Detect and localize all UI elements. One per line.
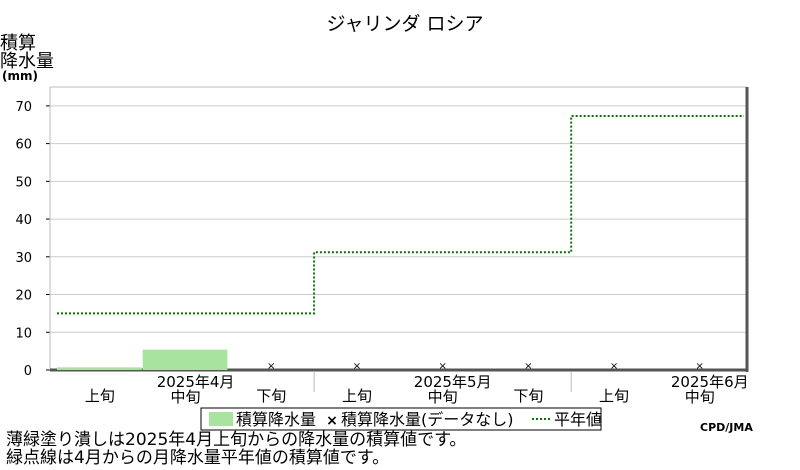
legend-label-bar: 積算降水量 bbox=[236, 410, 316, 429]
y-tick-label: 70 bbox=[15, 100, 32, 115]
month-label: 2025年4月 bbox=[157, 373, 235, 391]
legend: 積算降水量 × 積算降水量(データなし) 平年値 bbox=[200, 407, 602, 431]
bar bbox=[57, 367, 142, 370]
no-data-marker: × bbox=[267, 361, 275, 372]
x-tick-label: 中旬 bbox=[428, 388, 458, 406]
y-tick-label: 40 bbox=[15, 213, 32, 228]
x-tick-label: 中旬 bbox=[171, 388, 201, 406]
no-data-marker: × bbox=[438, 361, 446, 372]
y-tick-label: 10 bbox=[15, 326, 32, 341]
credit: CPD/JMA bbox=[700, 421, 753, 434]
bar bbox=[142, 349, 228, 370]
x-tick-label: 下旬 bbox=[256, 387, 286, 405]
legend-box bbox=[200, 407, 602, 431]
y-tick-label: 50 bbox=[15, 175, 32, 190]
plot-background bbox=[50, 87, 747, 370]
y-axis-label-unit: (mm) bbox=[2, 69, 38, 83]
y-axis-label-line-2: 降水量 bbox=[0, 51, 54, 72]
x-tick-label: 上旬 bbox=[599, 387, 629, 405]
x-tick-label: 下旬 bbox=[513, 387, 543, 405]
no-data-marker: × bbox=[524, 361, 532, 372]
month-label: 2025年6月 bbox=[671, 373, 749, 391]
legend-label-normal: 平年値 bbox=[554, 410, 602, 429]
legend-label-nodata: 積算降水量(データなし) bbox=[341, 410, 514, 429]
chart-title: ジャリンダ ロシア bbox=[326, 13, 483, 35]
x-tick-label: 上旬 bbox=[342, 387, 372, 405]
no-data-marker: × bbox=[353, 361, 361, 372]
footnote-fill: 薄緑塗り潰しは2025年4月上旬からの降水量の積算値です。 bbox=[6, 430, 467, 450]
footnote-dotted: 緑点線は4月からの月降水量平年値の積算値です。 bbox=[6, 448, 390, 468]
normal-step-line bbox=[57, 115, 744, 315]
x-tick-label: 中旬 bbox=[685, 388, 715, 406]
y-tick-label: 20 bbox=[15, 289, 32, 304]
x-tick-label: 上旬 bbox=[85, 387, 115, 405]
legend-marker-x: × bbox=[326, 413, 338, 429]
y-tick-label: 0 bbox=[24, 364, 32, 379]
no-data-marker: × bbox=[696, 361, 704, 372]
no-data-marker: × bbox=[610, 361, 618, 372]
y-tick-label: 30 bbox=[15, 251, 32, 266]
legend-swatch-bar bbox=[209, 412, 233, 426]
y-axis-label-line-1: 積算 bbox=[0, 33, 36, 54]
y-tick-label: 60 bbox=[15, 138, 32, 153]
month-label: 2025年5月 bbox=[414, 373, 492, 391]
